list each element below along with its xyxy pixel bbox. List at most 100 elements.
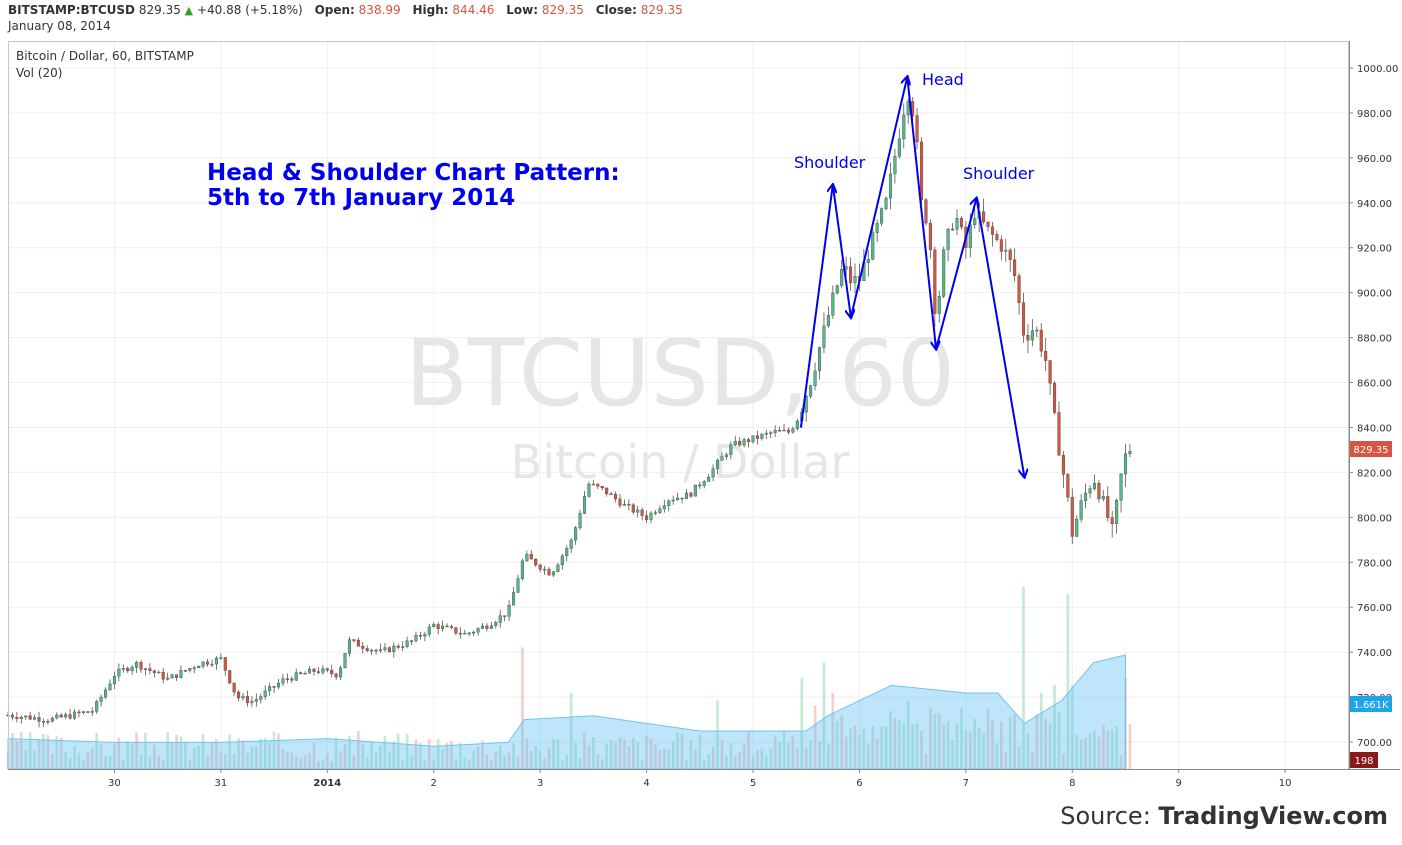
- candle-body: [192, 667, 196, 670]
- candle-body: [622, 503, 626, 506]
- time-tick-label: 8: [1069, 778, 1075, 789]
- candles[interactable]: [6, 97, 1132, 728]
- pattern-arrow: [831, 184, 851, 318]
- candle-body: [764, 432, 768, 435]
- volume-bar: [738, 752, 742, 769]
- volume-bar: [237, 738, 240, 769]
- volume-bar: [578, 757, 582, 769]
- volume-bar: [773, 735, 777, 769]
- candle-body: [631, 504, 635, 513]
- volume-bar: [924, 754, 928, 769]
- volume-bar: [33, 750, 36, 769]
- volume-bar: [538, 750, 542, 769]
- volume-bar: [498, 745, 502, 769]
- time-tick-label: 7: [963, 778, 969, 789]
- pattern-arrow: [849, 77, 907, 318]
- candle-body: [516, 578, 520, 593]
- volume-bar: [995, 743, 999, 769]
- candle-body: [161, 671, 165, 680]
- volume-bar: [689, 739, 693, 769]
- candle-body: [55, 714, 59, 719]
- candle-body: [826, 315, 830, 327]
- candle-body: [135, 662, 139, 668]
- price-axis[interactable]: 700.00720.00740.00760.00780.00800.00820.…: [1349, 64, 1398, 749]
- volume-bar: [383, 735, 387, 769]
- candle-body: [871, 232, 875, 260]
- volume-bar: [485, 754, 489, 769]
- candle-body: [458, 632, 462, 635]
- volume-bar: [844, 736, 848, 769]
- volume-bar: [42, 734, 45, 769]
- candle-body: [627, 503, 631, 506]
- volume-bar: [1031, 751, 1034, 769]
- volume-bar: [529, 750, 533, 769]
- candle-body: [747, 439, 751, 442]
- volume-bar: [64, 751, 67, 769]
- candle-body: [578, 513, 582, 528]
- candle-body: [139, 662, 143, 670]
- candle-body: [325, 668, 329, 671]
- pattern-arrow: [799, 185, 833, 428]
- candle-body: [1057, 412, 1061, 456]
- volume-bar: [68, 758, 72, 769]
- volume-bar: [144, 732, 147, 769]
- candle-body: [365, 648, 369, 651]
- candle-body: [294, 672, 298, 681]
- close-label: Close:: [595, 3, 637, 17]
- price-tick-label: 980.00: [1357, 109, 1392, 120]
- volume-bar: [1048, 723, 1052, 769]
- candle-body: [77, 711, 81, 714]
- pattern-arrow: [975, 198, 1025, 477]
- volume-bar: [618, 737, 622, 769]
- volume-bar: [973, 719, 977, 769]
- candle-body: [197, 666, 201, 669]
- candle-body: [347, 639, 351, 654]
- volume-bar: [55, 735, 59, 769]
- candle-body: [1013, 259, 1017, 276]
- volume-bar: [139, 754, 143, 769]
- source-brand: TradingView.com: [1158, 802, 1388, 830]
- volume-bar: [1110, 729, 1114, 769]
- candle-body: [1079, 500, 1083, 520]
- volume-bar: [1022, 586, 1025, 769]
- candle-body: [955, 218, 959, 230]
- candle-body: [126, 668, 130, 672]
- volume-pane: [6, 586, 1132, 770]
- candle-body: [485, 625, 489, 629]
- candle-body: [613, 493, 618, 500]
- candle-body: [383, 647, 387, 650]
- time-tick-label: 9: [1176, 778, 1182, 789]
- volume-bar: [1057, 711, 1061, 769]
- annotation-title-line1: Head & Shoulder Chart Pattern:: [207, 160, 620, 186]
- volume-bar: [858, 734, 861, 769]
- volume-bar: [388, 751, 391, 769]
- candle-body: [946, 228, 950, 250]
- candle-body: [436, 624, 440, 630]
- candle-body: [254, 699, 258, 702]
- candle-body: [933, 249, 937, 314]
- candle-body: [849, 266, 853, 284]
- price-tick-label: 760.00: [1357, 603, 1392, 614]
- volume-bar: [223, 753, 227, 769]
- volume-bar: [929, 708, 932, 769]
- candle-body: [711, 468, 715, 478]
- candle-body: [835, 285, 839, 294]
- candle-body: [755, 435, 759, 439]
- volume-bar: [827, 744, 830, 769]
- time-axis[interactable]: 30 31 2014 2 3 4 5 6 7 8 9 10: [108, 769, 1292, 789]
- volume-bar: [432, 759, 436, 769]
- volume-bar: [423, 760, 427, 769]
- volume-bar: [356, 731, 360, 769]
- candle-body: [352, 639, 356, 641]
- candle-body: [591, 483, 595, 486]
- candle-body: [272, 686, 276, 688]
- candle-body: [152, 670, 156, 673]
- candle-body: [330, 669, 334, 675]
- candle-body: [427, 626, 431, 635]
- price-tick-label: 960.00: [1357, 154, 1392, 165]
- candle-body: [37, 717, 41, 722]
- price-tick-label: 700.00: [1357, 738, 1392, 749]
- volume-bar: [831, 693, 835, 769]
